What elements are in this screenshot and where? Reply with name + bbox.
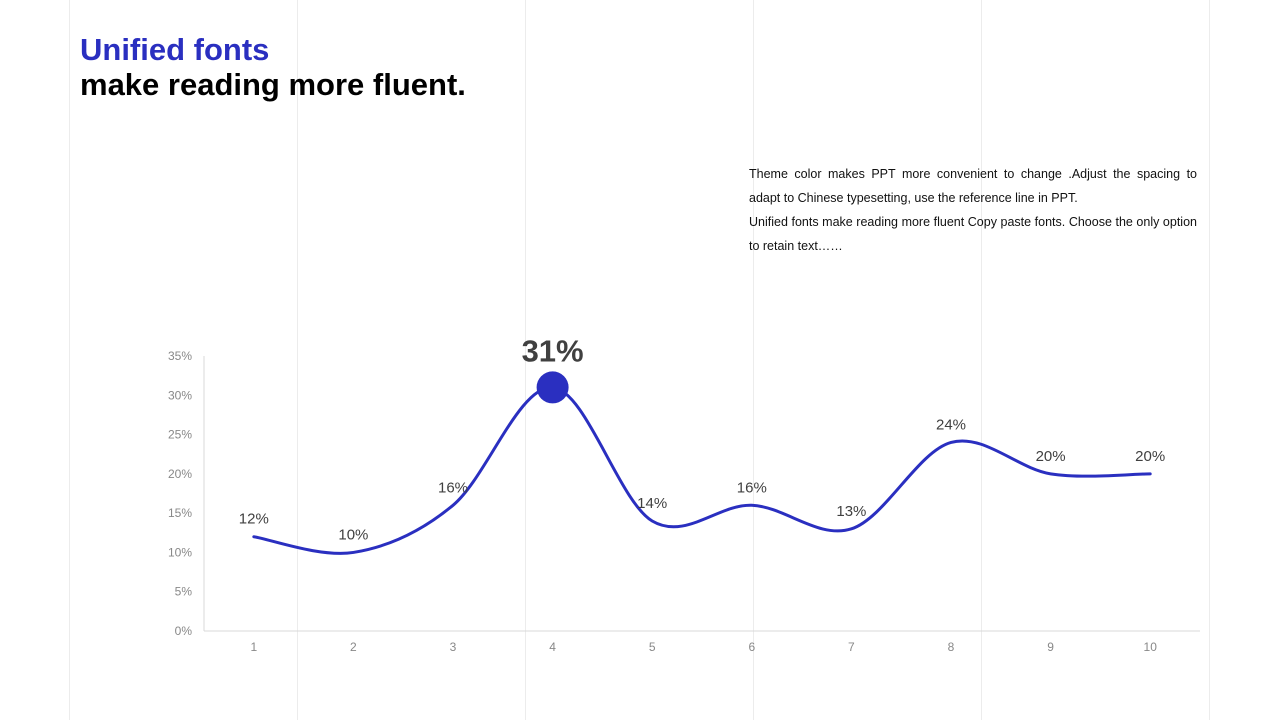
title-main: make reading more fluent.: [80, 67, 466, 102]
data-label: 16%: [737, 479, 767, 496]
data-label: 20%: [1135, 448, 1165, 465]
highlight-point: [536, 371, 569, 404]
data-label: 12%: [239, 511, 269, 528]
data-point: [252, 535, 256, 539]
x-tick-label: 2: [350, 640, 357, 654]
y-tick-label: 35%: [168, 349, 192, 363]
x-tick-label: 8: [948, 640, 955, 654]
x-tick-label: 1: [250, 640, 257, 654]
series-line: [252, 385, 1152, 555]
data-point: [750, 503, 754, 507]
data-point: [949, 440, 953, 444]
data-label: 10%: [338, 526, 368, 543]
data-point: [1148, 472, 1152, 476]
guide-line: [69, 0, 70, 720]
x-tick-label: 5: [649, 640, 656, 654]
description-paragraph-2: Unified fonts make reading more fluent C…: [749, 215, 1197, 253]
data-label: 16%: [438, 479, 468, 496]
description-text: Theme color makes PPT more convenient to…: [749, 162, 1197, 258]
y-tick-label: 30%: [168, 388, 192, 402]
x-tick-label: 3: [450, 640, 457, 654]
guide-line: [1209, 0, 1210, 720]
guide-line: [525, 0, 526, 720]
guide-line: [981, 0, 982, 720]
guide-line: [297, 0, 298, 720]
y-tick-label: 15%: [168, 506, 192, 520]
data-point: [351, 550, 355, 554]
x-tick-label: 7: [848, 640, 855, 654]
guide-line: [753, 0, 754, 720]
data-point: [849, 527, 853, 531]
data-label: 24%: [936, 416, 966, 433]
y-tick-label: 0%: [175, 624, 193, 638]
data-label: 14%: [637, 495, 667, 512]
y-tick-label: 10%: [168, 545, 192, 559]
x-tick-label: 4: [549, 640, 556, 654]
data-point: [650, 519, 654, 523]
x-tick-label: 6: [748, 640, 755, 654]
y-tick-label: 20%: [168, 467, 192, 481]
x-tick-label: 10: [1144, 640, 1158, 654]
data-label: 20%: [1036, 448, 1066, 465]
description-paragraph-1: Theme color makes PPT more convenient to…: [749, 167, 1197, 205]
data-label: 13%: [836, 503, 866, 520]
y-tick-label: 25%: [168, 428, 192, 442]
title-accent: Unified fonts: [80, 32, 270, 67]
x-tick-label: 9: [1047, 640, 1054, 654]
y-tick-label: 5%: [175, 585, 193, 599]
data-point: [451, 503, 455, 507]
peak-data-label: 31%: [522, 333, 584, 368]
data-point: [1049, 472, 1053, 476]
